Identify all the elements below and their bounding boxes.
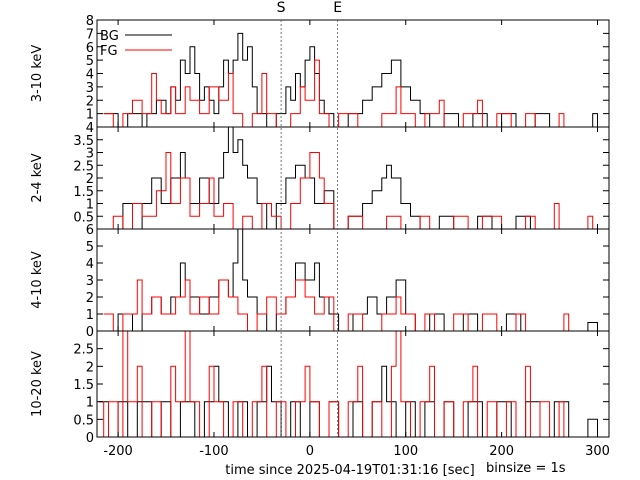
y-tick-label: 1 [86, 396, 94, 411]
y-tick-label: 3.5 [73, 134, 94, 149]
y-tick-label: 2 [86, 172, 94, 187]
y-tick-label: 2 [86, 291, 94, 306]
y-tick-label: 5 [86, 54, 94, 69]
series-line-bg-3-10-kev [103, 32, 603, 128]
y-tick-label: 0.5 [73, 210, 94, 225]
x-tick-label: 0 [306, 444, 314, 459]
y-axis-label: 4-10 keV [30, 251, 45, 309]
y-tick-label: 0 [86, 431, 94, 446]
x-tick-label: 100 [393, 444, 418, 459]
panel-frame [96, 19, 610, 128]
x-axis: -200 -100 0 100 200 300 [103, 20, 610, 459]
series-line-fg-10-20-kev [98, 330, 569, 438]
y-tick-label: 1 [86, 198, 94, 213]
panel-2-4-kev: 0.511.522.533.54 2-4 keV [30, 121, 610, 230]
y-tick-label: 4 [86, 68, 94, 83]
y-tick-label: 1 [86, 308, 94, 323]
y-tick-label: 2 [86, 94, 94, 109]
y-tick-label: 6 [86, 41, 94, 56]
panel-4-10-kev: 0 1 2 3 4 5 6 4-10 keV [30, 223, 610, 340]
y-tick-label: 5 [86, 240, 94, 255]
legend-label-bg: BG [100, 29, 119, 44]
series-line-fg-3-10-kev [103, 59, 569, 128]
y-tick-label: 3 [86, 81, 94, 96]
y-tick-label: 3 [86, 147, 94, 162]
x-tick-label: 200 [489, 444, 514, 459]
y-tick-label: 2.5 [73, 159, 94, 174]
y-tick-label: 2 [86, 360, 94, 375]
y-tick-label: 2.5 [73, 343, 94, 358]
y-axis-label: 3-10 keV [30, 45, 45, 103]
x-tick-label: -100 [199, 444, 229, 459]
y-tick-label: 0 [86, 325, 94, 340]
marker-label-e: E [333, 0, 342, 16]
y-tick-label: 1.5 [73, 378, 94, 393]
y-tick-label: 1.5 [73, 185, 94, 200]
y-tick-label: 3 [86, 274, 94, 289]
y-tick-label: 8 [86, 14, 94, 29]
legend-label-fg: FG [100, 44, 118, 59]
y-tick-label: 1 [86, 108, 94, 123]
panel-10-20-kev: 0 0.5 1 1.5 2 2.5 10-20 keV [30, 330, 610, 446]
y-axis-label: 2-4 keV [30, 153, 45, 202]
x-tick-label: -200 [103, 444, 133, 459]
marker-label-s: S [277, 0, 286, 16]
x-tick-label: 300 [585, 444, 610, 459]
series-line-bg-4-10-kev [103, 228, 603, 332]
y-tick-label: 6 [86, 223, 94, 238]
y-tick-label: 4 [86, 257, 94, 272]
y-tick-label: 0.5 [73, 413, 94, 428]
y-tick-label: 4 [86, 121, 94, 136]
binsize-label: binsize = 1s [486, 461, 566, 476]
series-line-fg-4-10-kev [103, 279, 574, 332]
series-line-fg-2-4-kev [103, 152, 598, 230]
y-tick-label: 7 [86, 27, 94, 42]
y-axis-label: 10-20 keV [30, 351, 45, 417]
x-axis-label: time since 2025-04-19T01:31:16 [sec] [225, 463, 474, 478]
